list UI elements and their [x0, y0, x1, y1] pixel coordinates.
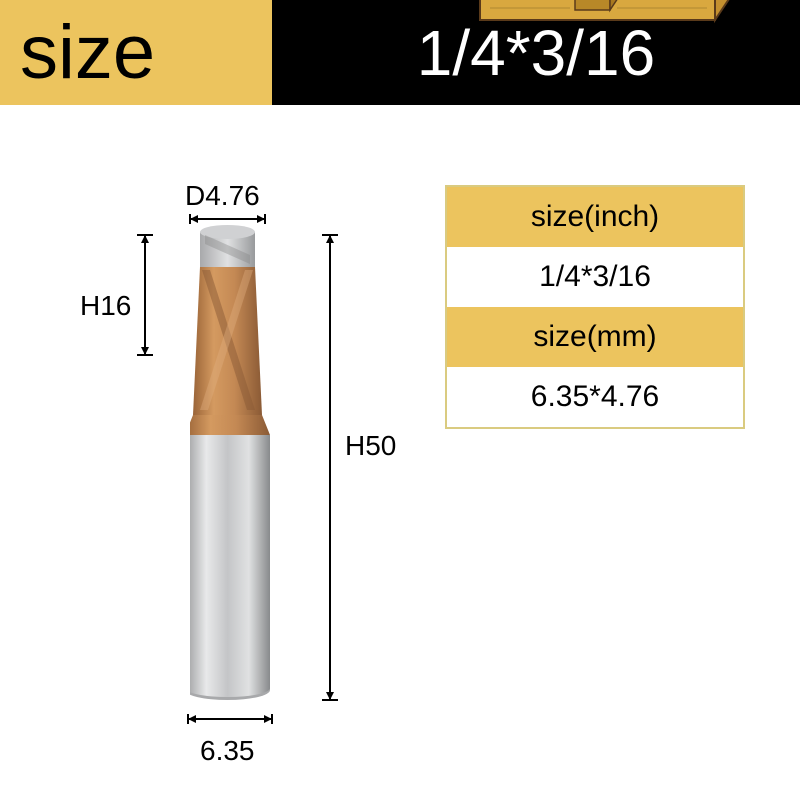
spec-header-inch: size(inch): [447, 187, 743, 247]
size-label: size: [0, 0, 272, 105]
spec-header-mm: size(mm): [447, 307, 743, 367]
spec-value-inch: 1/4*3/16: [447, 247, 743, 307]
wood-illustration: [445, 0, 745, 30]
bit-diagram: D4.76 H16 H50 6.35: [70, 170, 390, 740]
shank-arrow: [180, 710, 280, 728]
spec-table: size(inch) 1/4*3/16 size(mm) 6.35*4.76: [445, 185, 745, 429]
dim-diameter: D4.76: [185, 180, 260, 212]
router-bit: [190, 220, 275, 705]
dim-total-height: H50: [345, 430, 396, 462]
h50-arrow: [320, 230, 340, 705]
spec-value-mm: 6.35*4.76: [447, 367, 743, 427]
h16-arrow: [135, 230, 155, 360]
dim-cut-height: H16: [80, 290, 131, 322]
dim-shank: 6.35: [200, 735, 255, 767]
